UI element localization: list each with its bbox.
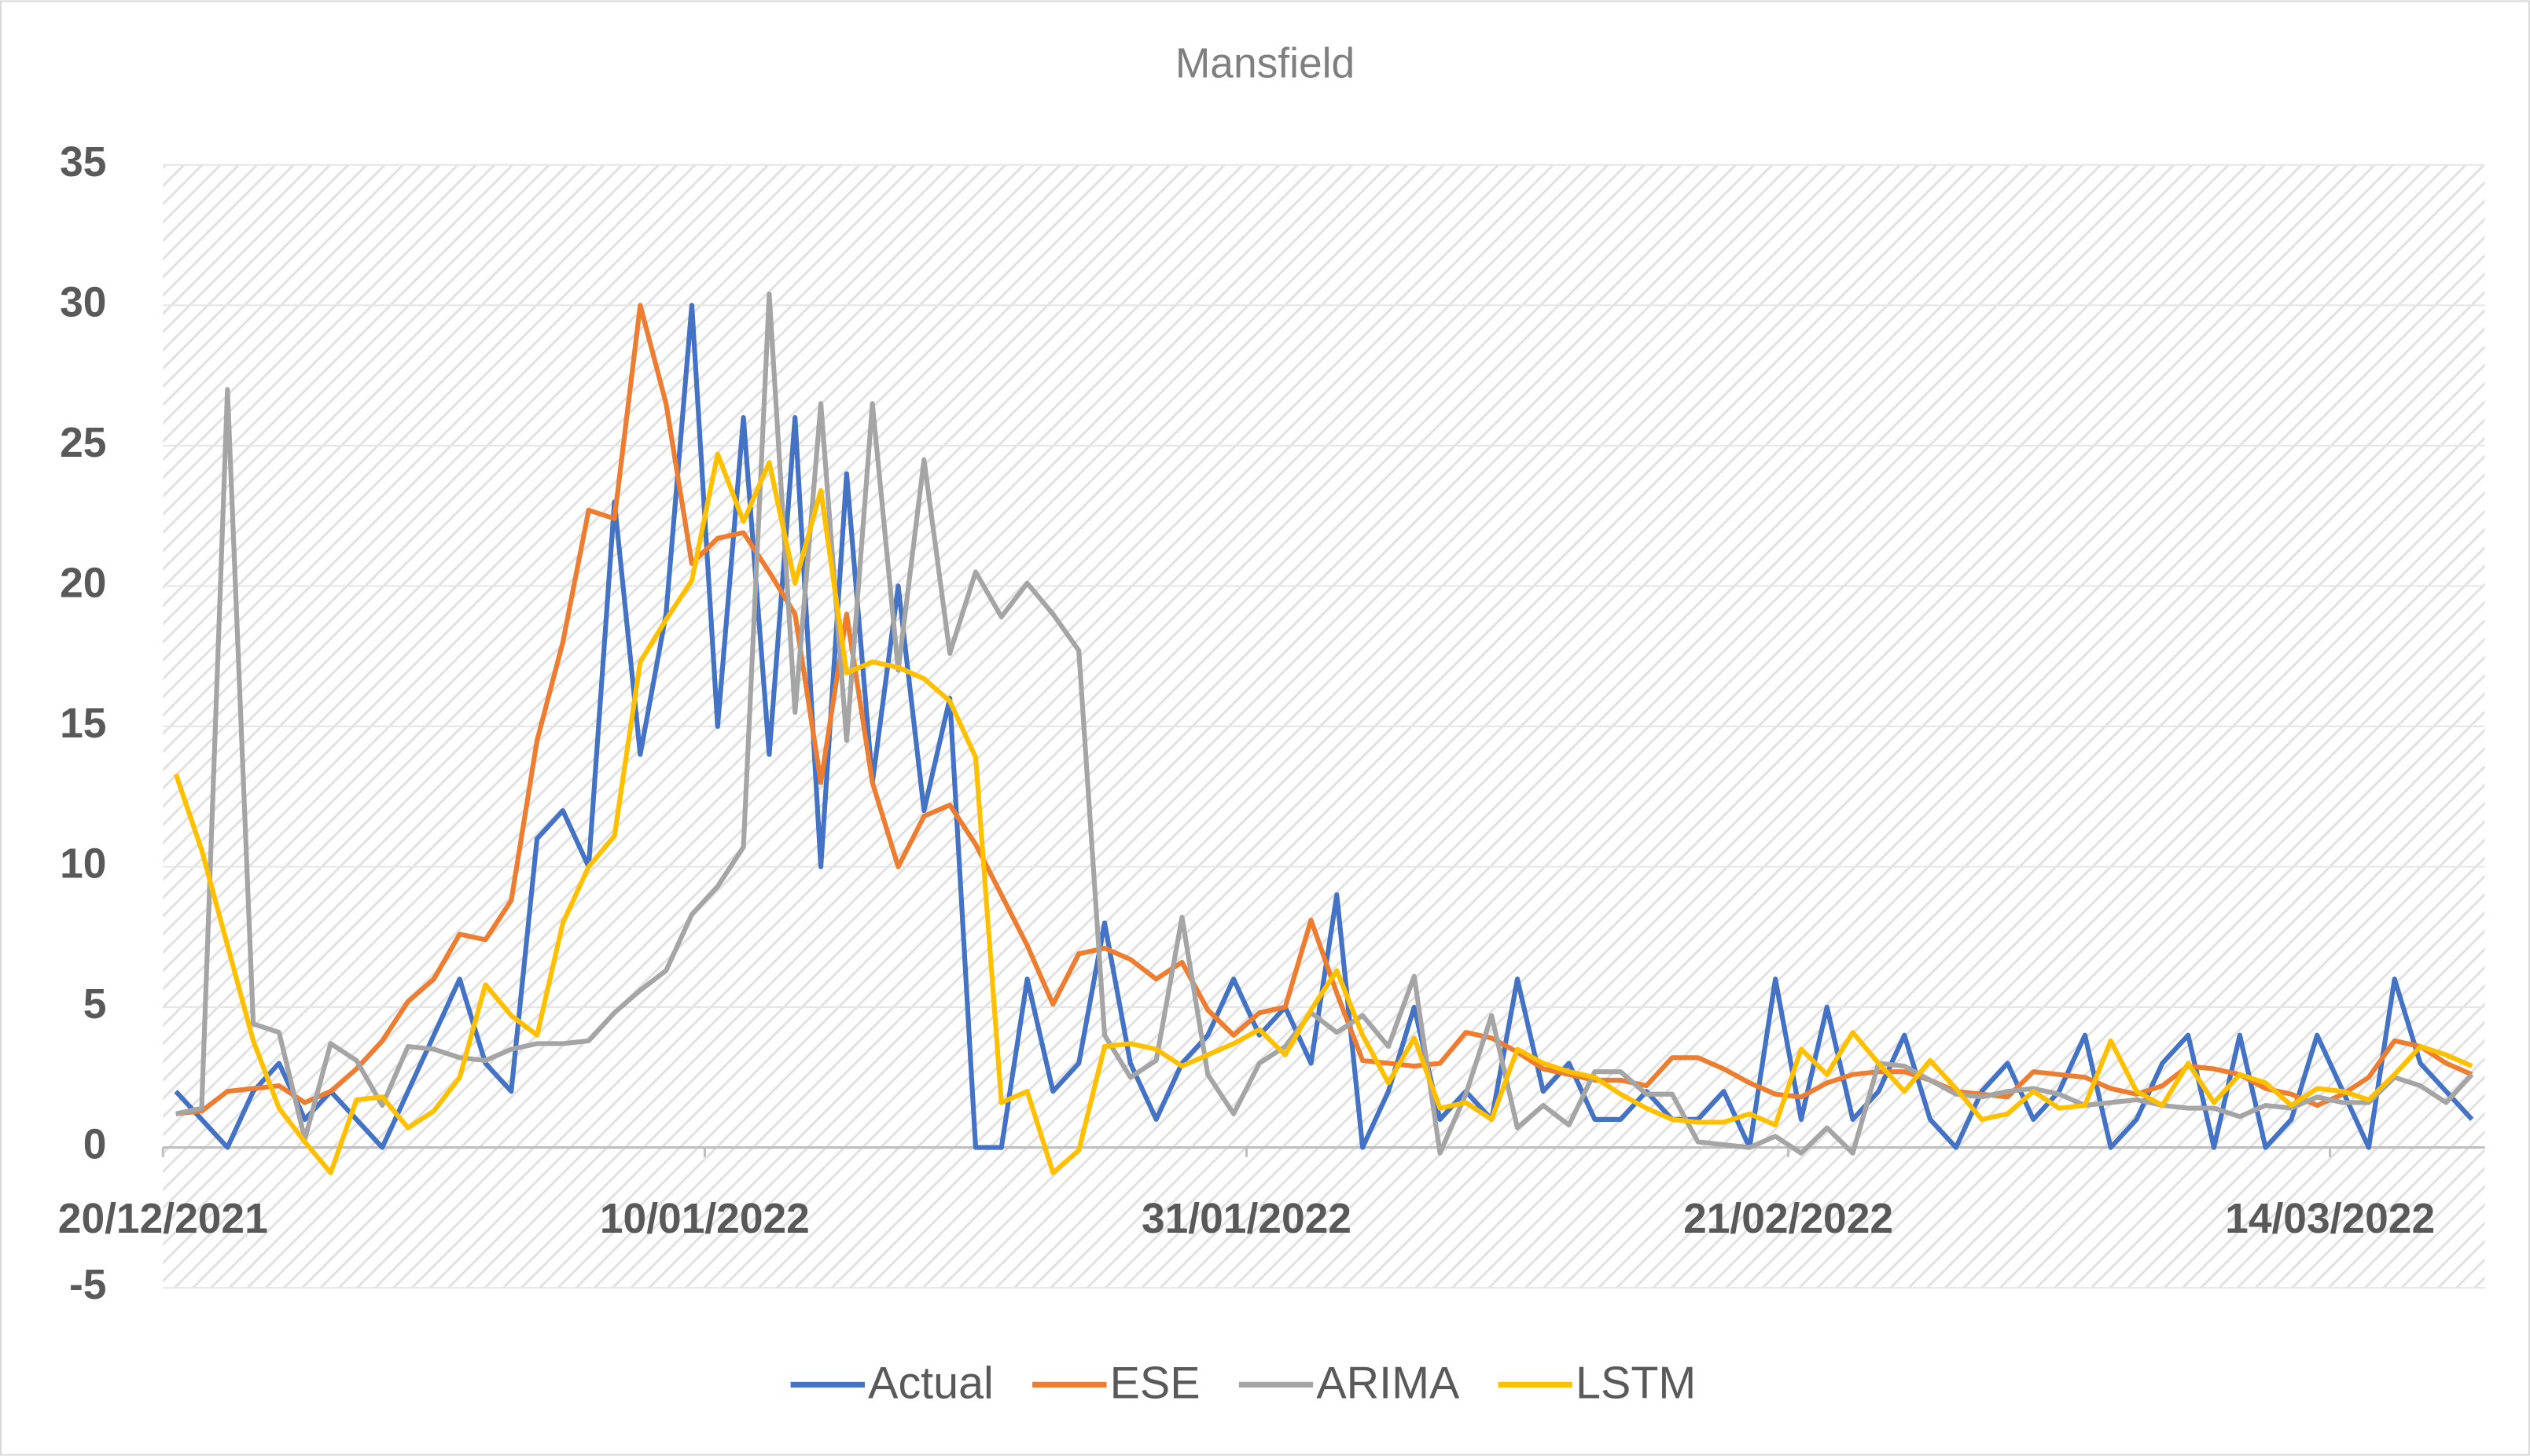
x-tick-label: 21/02/2022 (1683, 1196, 1893, 1242)
y-tick-label: 35 (60, 139, 106, 186)
y-tick-label: 25 (60, 420, 106, 466)
series-line (175, 303, 2473, 1116)
series-line (174, 303, 2474, 1150)
legend-label: Actual (868, 1359, 994, 1409)
legend-label: ESE (1110, 1359, 1201, 1409)
y-tick-label: 10 (60, 841, 106, 888)
y-tick-label: 15 (60, 700, 106, 747)
x-tick-label: 10/01/2022 (600, 1196, 810, 1242)
series-line (173, 451, 2473, 1175)
series-line (175, 291, 2474, 1156)
legend-label: LSTM (1576, 1359, 1696, 1409)
y-tick-label: 5 (83, 981, 107, 1028)
y-tick-label: 0 (83, 1122, 107, 1168)
y-tick-label: -5 (69, 1262, 106, 1308)
x-tick-label: 14/03/2022 (2225, 1196, 2435, 1242)
y-tick-label: 30 (60, 279, 106, 325)
y-tick-label: 20 (60, 560, 106, 606)
legend-label: ARIMA (1316, 1359, 1460, 1409)
x-tick-label: 31/01/2022 (1142, 1196, 1351, 1242)
x-tick-label: 20/12/2021 (58, 1196, 268, 1242)
chart-title: Mansfield (1175, 41, 1355, 87)
